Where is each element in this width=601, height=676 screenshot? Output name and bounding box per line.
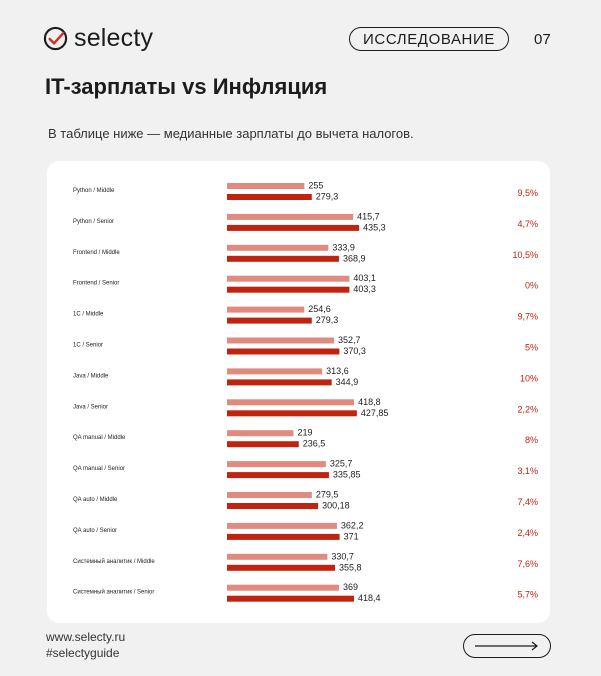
section-badge: ИССЛЕДОВАНИЕ [349, 27, 509, 51]
bar-light [227, 553, 328, 560]
bar-dark [227, 379, 332, 386]
value-label: 254,6 [308, 304, 331, 314]
percent-label: 9,7% [517, 312, 538, 322]
bar-dark [227, 595, 354, 602]
bar-dark [227, 348, 340, 355]
percent-label: 3,1% [517, 466, 538, 476]
category-label: Python / Senior [73, 219, 114, 225]
bar-light [227, 522, 337, 529]
percent-label: 8% [525, 435, 538, 445]
value-label: 236,5 [303, 439, 326, 449]
value-label: 279,5 [316, 490, 339, 500]
bar-light [227, 306, 305, 313]
value-label: 335,85 [333, 470, 361, 480]
value-label: 415,7 [357, 211, 380, 221]
check-circle-icon [43, 26, 68, 51]
value-label: 355,8 [339, 562, 362, 572]
bar-dark [227, 410, 357, 417]
category-label: QA manual / Senior [73, 466, 125, 472]
percent-label: 10,5% [512, 250, 538, 260]
page-number: 07 [534, 31, 551, 48]
brand-logo: selecty [43, 26, 153, 51]
bar-light [227, 461, 326, 468]
bar-light [227, 244, 329, 251]
category-label: Frontend / Senior [73, 281, 119, 287]
footer-hashtag: #selectyguide [46, 646, 120, 660]
category-label: Frontend / Middle [73, 250, 120, 256]
bar-light [227, 368, 323, 375]
bar-light [227, 430, 294, 437]
value-label: 279,3 [316, 192, 339, 202]
percent-label: 5% [525, 343, 538, 353]
value-label: 418,8 [358, 397, 381, 407]
value-label: 219 [297, 428, 312, 438]
bar-dark [227, 255, 339, 262]
bar-light [227, 213, 354, 220]
value-label: 368,9 [343, 253, 366, 263]
bar-dark [227, 286, 350, 293]
percent-label: 2,4% [517, 528, 538, 538]
chart-card: Python / Middle 255 279,3 9,5% Python / Seni… [47, 161, 550, 623]
bar-light [227, 275, 350, 282]
category-label: Python / Middle [73, 188, 115, 194]
bar-dark [227, 224, 360, 231]
value-label: 330,7 [331, 551, 354, 561]
bar-dark [227, 194, 312, 200]
bar-dark [227, 472, 329, 479]
value-label: 370,3 [343, 346, 366, 356]
bar-dark [227, 503, 319, 509]
percent-label: 10% [520, 373, 538, 383]
value-label: 255 [308, 181, 323, 191]
percent-label: 0% [525, 281, 538, 291]
category-label: 1C / Senior [73, 343, 103, 349]
bar-dark [227, 533, 340, 540]
percent-label: 5,7% [517, 590, 538, 600]
value-label: 362,2 [341, 520, 364, 530]
category-label: Системный аналитик / Senior [73, 589, 154, 596]
bar-light [227, 584, 339, 591]
category-label: Системный аналитик / Middle [73, 558, 155, 565]
value-label: 313,6 [326, 366, 349, 376]
category-label: QA manual / Middle [73, 435, 126, 441]
value-label: 325,7 [330, 459, 353, 469]
bar-light [227, 492, 312, 498]
arrow-right-icon [475, 641, 538, 651]
percent-label: 4,7% [517, 219, 538, 229]
category-label: Java / Senior [73, 404, 108, 410]
category-label: QA auto / Middle [73, 497, 118, 503]
percent-label: 7,4% [517, 497, 538, 507]
page-subtitle: В таблице ниже — медианные зарплаты до в… [48, 126, 414, 141]
category-label: Java / Middle [73, 373, 109, 379]
bar-dark [227, 441, 299, 448]
footer-url[interactable]: www.selecty.ru [46, 630, 126, 644]
percent-label: 9,5% [517, 188, 538, 198]
value-label: 344,9 [336, 377, 359, 387]
value-label: 352,7 [338, 335, 361, 345]
category-label: 1C / Middle [73, 312, 104, 318]
value-label: 427,85 [361, 408, 389, 418]
value-label: 418,4 [358, 593, 381, 603]
value-label: 403,3 [353, 284, 376, 294]
value-label: 369 [343, 582, 358, 592]
value-label: 300,18 [322, 501, 350, 511]
brand-name: selecty [74, 24, 154, 52]
percent-label: 2,2% [517, 404, 538, 414]
value-label: 371 [344, 531, 359, 541]
bar-light [227, 399, 355, 406]
bar-dark [227, 317, 312, 324]
value-label: 435,3 [363, 222, 386, 232]
value-label: 333,9 [332, 242, 355, 252]
value-label: 403,1 [353, 273, 376, 283]
bar-dark [227, 564, 335, 571]
value-label: 279,3 [316, 315, 339, 325]
page-title: IT-зарплаты vs Инфляция [45, 74, 328, 99]
category-label: QA auto / Senior [73, 528, 117, 534]
bar-light [227, 337, 335, 344]
next-page-button[interactable] [463, 634, 551, 658]
bar-light [227, 183, 305, 189]
percent-label: 7,6% [517, 559, 538, 569]
